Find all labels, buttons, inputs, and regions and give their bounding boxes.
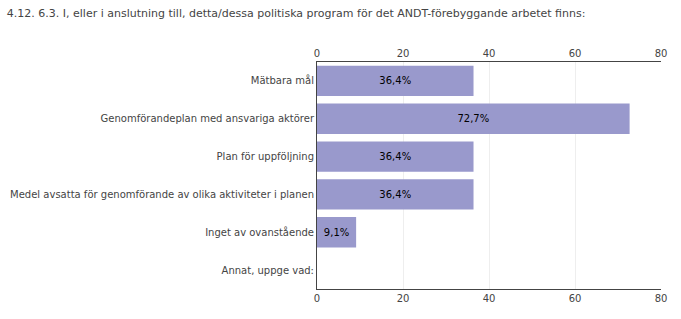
svg-text:40: 40 [483, 293, 496, 304]
svg-text:20: 20 [397, 293, 410, 304]
svg-text:Plan för uppföljning: Plan för uppföljning [217, 151, 314, 162]
svg-text:Inget av ovanstående: Inget av ovanstående [205, 226, 314, 238]
svg-text:Mätbara mål: Mätbara mål [251, 74, 314, 86]
svg-text:0: 0 [314, 293, 320, 304]
svg-text:80: 80 [655, 293, 668, 304]
svg-text:Annat, uppge vad:: Annat, uppge vad: [222, 265, 314, 276]
svg-text:4.12. 6.3. I, eller i anslutni: 4.12. 6.3. I, eller i anslutning till, d… [7, 7, 586, 20]
svg-text:36,4%: 36,4% [379, 151, 411, 162]
svg-text:36,4%: 36,4% [379, 189, 411, 200]
svg-text:Medel avsatta för genomförande: Medel avsatta för genomförande av olika … [10, 189, 314, 200]
svg-text:9,1%: 9,1% [324, 227, 349, 238]
svg-text:72,7%: 72,7% [457, 113, 489, 124]
svg-text:60: 60 [569, 293, 582, 304]
svg-text:40: 40 [483, 48, 496, 59]
svg-text:80: 80 [655, 48, 668, 59]
svg-text:0: 0 [314, 48, 320, 59]
svg-text:Genomförandeplan med ansvariga: Genomförandeplan med ansvariga aktörer [101, 113, 315, 124]
svg-text:36,4%: 36,4% [379, 75, 411, 86]
svg-text:20: 20 [397, 48, 410, 59]
svg-text:60: 60 [569, 48, 582, 59]
